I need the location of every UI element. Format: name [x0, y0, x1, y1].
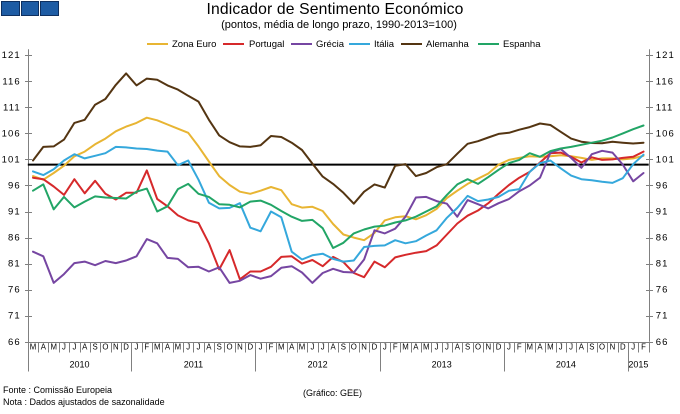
svg-text:2015: 2015: [628, 360, 648, 370]
svg-text:121: 121: [656, 50, 675, 61]
svg-text:2010: 2010: [69, 360, 89, 370]
svg-text:A: A: [330, 343, 336, 352]
svg-text:N: N: [237, 343, 243, 352]
svg-text:96: 96: [656, 181, 669, 192]
svg-text:A: A: [41, 343, 47, 352]
svg-text:M: M: [30, 343, 37, 352]
svg-text:J: J: [259, 343, 263, 352]
svg-text:A: A: [289, 343, 295, 352]
svg-text:S: S: [589, 343, 594, 352]
svg-text:O: O: [351, 343, 357, 352]
svg-text:S: S: [465, 343, 470, 352]
svg-text:O: O: [599, 343, 605, 352]
svg-text:J: J: [135, 343, 139, 352]
svg-text:J: J: [72, 343, 76, 352]
svg-text:76: 76: [656, 285, 669, 296]
svg-text:2011: 2011: [184, 360, 203, 370]
svg-text:76: 76: [8, 285, 21, 296]
svg-text:J: J: [321, 343, 325, 352]
svg-text:D: D: [247, 343, 253, 352]
svg-text:J: J: [197, 343, 201, 352]
svg-text:D: D: [372, 343, 378, 352]
svg-text:M: M: [175, 343, 182, 352]
svg-text:O: O: [227, 343, 233, 352]
svg-text:96: 96: [8, 181, 21, 192]
svg-text:116: 116: [2, 76, 20, 87]
svg-text:A: A: [413, 343, 419, 352]
svg-text:J: J: [310, 343, 314, 352]
svg-text:81: 81: [8, 259, 21, 270]
svg-text:111: 111: [656, 102, 674, 113]
svg-text:O: O: [102, 343, 108, 352]
svg-text:M: M: [299, 343, 306, 352]
svg-text:A: A: [537, 343, 543, 352]
svg-text:A: A: [455, 343, 461, 352]
svg-text:O: O: [475, 343, 481, 352]
svg-text:A: A: [165, 343, 171, 352]
svg-text:N: N: [113, 343, 119, 352]
svg-text:86: 86: [656, 233, 669, 244]
svg-text:116: 116: [656, 76, 674, 87]
svg-text:J: J: [186, 343, 190, 352]
svg-text:J: J: [631, 343, 635, 352]
svg-text:66: 66: [656, 337, 669, 348]
svg-text:91: 91: [656, 207, 669, 218]
svg-text:D: D: [620, 343, 626, 352]
svg-text:N: N: [485, 343, 491, 352]
svg-text:91: 91: [8, 207, 21, 218]
svg-text:J: J: [507, 343, 511, 352]
svg-text:F: F: [517, 343, 522, 352]
svg-text:81: 81: [656, 259, 669, 270]
svg-text:S: S: [217, 343, 222, 352]
svg-text:N: N: [610, 343, 616, 352]
svg-text:71: 71: [656, 311, 669, 322]
svg-text:D: D: [496, 343, 502, 352]
svg-text:J: J: [62, 343, 66, 352]
svg-text:N: N: [361, 343, 367, 352]
svg-text:86: 86: [8, 233, 21, 244]
svg-text:S: S: [341, 343, 346, 352]
svg-text:A: A: [579, 343, 585, 352]
svg-text:J: J: [445, 343, 449, 352]
svg-text:F: F: [269, 343, 274, 352]
svg-text:J: J: [559, 343, 563, 352]
svg-text:M: M: [526, 343, 533, 352]
svg-text:106: 106: [656, 128, 675, 139]
svg-text:A: A: [82, 343, 88, 352]
svg-text:M: M: [50, 343, 57, 352]
svg-text:S: S: [92, 343, 97, 352]
svg-text:2014: 2014: [556, 360, 576, 370]
svg-text:M: M: [547, 343, 554, 352]
svg-text:121: 121: [2, 50, 21, 61]
svg-text:66: 66: [8, 337, 21, 348]
svg-text:M: M: [154, 343, 161, 352]
svg-text:F: F: [641, 343, 646, 352]
svg-text:101: 101: [656, 154, 675, 165]
svg-text:71: 71: [8, 311, 21, 322]
svg-text:F: F: [393, 343, 398, 352]
svg-text:111: 111: [3, 102, 21, 113]
svg-text:J: J: [569, 343, 573, 352]
svg-text:M: M: [402, 343, 409, 352]
svg-text:F: F: [144, 343, 149, 352]
svg-text:101: 101: [2, 154, 21, 165]
svg-text:106: 106: [2, 128, 21, 139]
svg-text:J: J: [383, 343, 387, 352]
svg-text:2013: 2013: [432, 360, 452, 370]
svg-text:M: M: [278, 343, 285, 352]
svg-text:M: M: [423, 343, 430, 352]
svg-text:A: A: [206, 343, 212, 352]
svg-text:J: J: [435, 343, 439, 352]
svg-text:2012: 2012: [308, 360, 328, 370]
svg-text:D: D: [123, 343, 129, 352]
